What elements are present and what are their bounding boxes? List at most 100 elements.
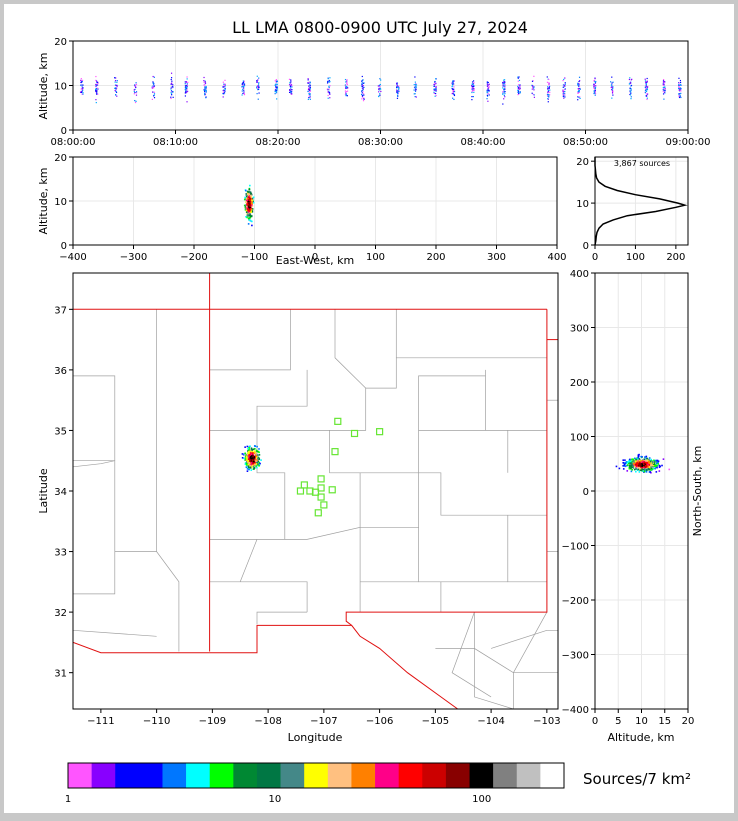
time-altitude-point xyxy=(679,79,682,82)
lightning-source-point xyxy=(247,458,250,460)
altitude-ns-point xyxy=(637,461,640,463)
time-altitude-point xyxy=(222,96,224,98)
ew-altitude-point xyxy=(250,196,253,199)
time-altitude-point xyxy=(594,92,596,94)
lightning-source-point xyxy=(252,465,255,468)
time-altitude-point xyxy=(95,99,97,101)
time-altitude-point xyxy=(256,75,258,77)
time-altitude-point xyxy=(451,92,454,95)
time-altitude-point xyxy=(135,94,138,96)
time-altitude-point xyxy=(610,86,612,88)
time-altitude-point xyxy=(170,86,172,88)
time-altitude-point xyxy=(222,92,224,95)
time-altitude-point xyxy=(414,90,417,92)
time-altitude-point xyxy=(435,90,437,92)
time-altitude-point xyxy=(223,93,225,95)
altitude-ns-point xyxy=(634,462,637,464)
time-altitude-point xyxy=(204,82,207,84)
time-altitude-point xyxy=(471,90,473,92)
time-altitude-point xyxy=(345,92,347,94)
time-altitude-point xyxy=(645,90,648,93)
time-altitude-point xyxy=(577,96,579,98)
time-altitude-point xyxy=(645,88,647,90)
time-altitude-point xyxy=(95,90,97,93)
time-altitude-point xyxy=(327,94,329,97)
altitude-ns-point xyxy=(650,466,652,468)
time-altitude-point xyxy=(678,84,680,86)
time-altitude-point xyxy=(487,92,489,95)
time-altitude-point xyxy=(344,93,347,96)
time-altitude-point xyxy=(205,91,207,93)
altitude-ns-point xyxy=(624,465,627,468)
time-altitude-point xyxy=(396,86,398,88)
time-altitude-point xyxy=(362,100,365,102)
time-altitude-xtick-label: 08:30:00 xyxy=(358,137,403,148)
ew-altitude-point xyxy=(249,208,252,210)
time-altitude-point xyxy=(594,94,596,96)
lightning-source-point xyxy=(258,448,260,450)
ew-altitude-xtick-label: −300 xyxy=(120,252,147,263)
time-altitude-point xyxy=(533,87,535,89)
altitude-ns-point xyxy=(646,457,648,460)
altitude-ns-point xyxy=(626,470,629,472)
time-altitude-point xyxy=(502,92,504,94)
ew-altitude-point xyxy=(246,195,248,198)
time-altitude-point xyxy=(471,85,473,88)
altitude-ns-point xyxy=(622,468,625,470)
time-altitude-point xyxy=(153,91,155,93)
time-altitude-point xyxy=(327,78,329,80)
altitude-ns-point xyxy=(644,461,647,463)
time-altitude-point xyxy=(594,86,597,89)
lightning-source-point xyxy=(260,459,262,461)
time-altitude-point xyxy=(548,84,550,86)
time-altitude-point xyxy=(186,101,188,103)
ew-altitude-point xyxy=(250,208,253,211)
time-altitude-point xyxy=(433,85,435,87)
time-altitude-point xyxy=(307,98,309,101)
time-altitude-point xyxy=(579,87,581,90)
time-altitude-point xyxy=(114,87,116,89)
time-altitude-point xyxy=(451,83,454,86)
time-altitude-point xyxy=(80,90,83,93)
colorbar-swatch xyxy=(327,763,352,788)
time-altitude-point xyxy=(275,81,277,83)
time-altitude-point xyxy=(291,86,293,88)
time-altitude-point xyxy=(344,85,347,87)
lightning-source-point xyxy=(256,466,258,469)
lightning-source-point xyxy=(247,447,249,450)
time-altitude-point xyxy=(345,94,347,96)
ew-altitude-point xyxy=(246,198,249,201)
altitude-ns-point xyxy=(662,458,665,460)
time-altitude-point xyxy=(564,83,566,85)
time-altitude-point xyxy=(290,82,292,84)
lightning-source-point xyxy=(255,452,257,455)
time-altitude-point xyxy=(204,93,206,95)
time-altitude-point xyxy=(380,79,382,81)
time-altitude-point xyxy=(378,95,380,98)
altitude-ns-point xyxy=(636,459,639,462)
time-altitude-point xyxy=(153,87,155,89)
time-altitude-point xyxy=(578,85,581,87)
altitude-ns-point xyxy=(650,464,652,466)
lightning-source-point xyxy=(256,455,258,458)
time-altitude-point xyxy=(646,86,648,88)
time-altitude-point xyxy=(363,98,365,100)
time-altitude-point xyxy=(594,88,596,90)
time-altitude-point xyxy=(224,87,226,90)
time-altitude-point xyxy=(257,86,259,89)
altitude-ns-point xyxy=(649,460,651,463)
time-altitude-point xyxy=(133,93,135,95)
time-altitude-point xyxy=(452,82,454,85)
time-altitude-point xyxy=(435,78,437,80)
time-altitude-point xyxy=(435,87,437,89)
time-altitude-point xyxy=(451,86,453,88)
altitude-ns-point xyxy=(624,459,626,461)
lightning-source-point xyxy=(249,454,251,456)
time-altitude-point xyxy=(612,94,614,96)
colorbar-swatch xyxy=(233,763,258,788)
time-altitude-point xyxy=(309,90,312,92)
altitude-ns-xtick-label: 0 xyxy=(592,716,598,727)
altitude-ns-point xyxy=(647,463,649,466)
time-altitude-point xyxy=(309,84,311,86)
time-altitude-point xyxy=(517,84,520,86)
